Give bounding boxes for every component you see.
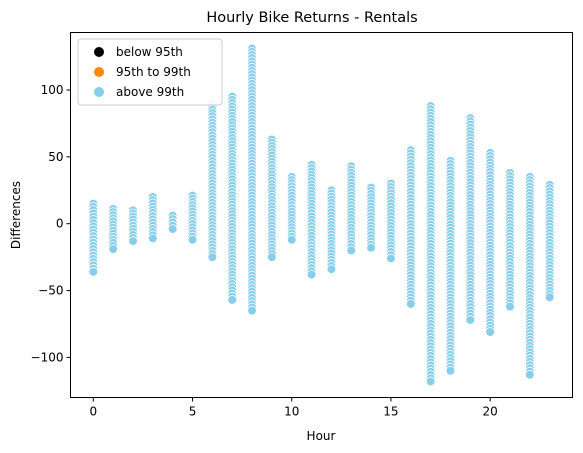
point	[445, 365, 456, 376]
point	[128, 236, 138, 246]
point	[485, 327, 495, 337]
point	[326, 264, 337, 274]
legend-label-below-95th: below 95th	[116, 45, 183, 59]
legend-label-95th-to-99th: 95th to 99th	[116, 65, 191, 79]
point	[187, 234, 198, 245]
point	[306, 269, 317, 280]
point	[148, 233, 158, 244]
point	[386, 253, 396, 264]
point	[425, 376, 436, 387]
plot-area	[88, 43, 555, 387]
y-tick-label: 50	[48, 150, 63, 164]
legend-label-above-99th: above 99th	[116, 85, 184, 99]
point	[505, 301, 515, 312]
point	[366, 242, 376, 253]
x-axis: 0 5 10 15 20	[89, 397, 498, 419]
x-tick-label: 0	[89, 405, 97, 419]
y-tick-label: −50	[38, 284, 63, 298]
point	[88, 267, 99, 277]
y-tick-label: 0	[56, 217, 64, 231]
legend-marker-above-99th	[94, 87, 104, 97]
point	[108, 244, 118, 254]
legend-box	[77, 38, 223, 106]
legend-marker-95th-to-99th	[94, 67, 104, 77]
point	[267, 252, 277, 262]
point	[247, 305, 257, 316]
point	[544, 292, 555, 303]
point	[465, 315, 476, 325]
legend: below 95th 95th to 99th above 99th	[77, 38, 223, 106]
y-axis: −100 −50 0 50 100	[31, 83, 71, 364]
point	[286, 234, 297, 245]
y-tick-label: −100	[31, 350, 64, 364]
point	[227, 295, 238, 305]
legend-marker-below-95th	[94, 47, 104, 57]
x-tick-label: 20	[483, 405, 498, 419]
chart-title: Hourly Bike Returns - Rentals	[206, 10, 417, 26]
point	[525, 369, 535, 380]
y-axis-title: Differences	[9, 181, 23, 249]
x-tick-label: 15	[383, 405, 398, 419]
point	[167, 224, 178, 234]
x-tick-label: 5	[189, 405, 197, 419]
x-axis-title: Hour	[307, 429, 336, 443]
x-tick-label: 10	[284, 405, 299, 419]
y-tick-label: 100	[41, 83, 64, 97]
series-2	[88, 43, 555, 387]
plot-frame	[70, 32, 573, 398]
point	[207, 252, 218, 262]
point	[405, 299, 416, 309]
point	[346, 245, 357, 256]
